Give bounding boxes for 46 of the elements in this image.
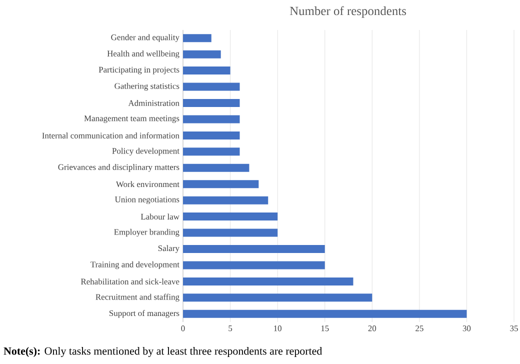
x-tick-label: 35 bbox=[510, 326, 518, 332]
bar bbox=[183, 261, 325, 270]
chart-title: Number of respondents bbox=[290, 6, 406, 18]
y-tick-label: Work environment bbox=[116, 181, 180, 188]
bar bbox=[183, 212, 278, 221]
bar bbox=[183, 34, 212, 42]
y-tick-label: Salary bbox=[158, 245, 180, 253]
y-tick-label: Recruitment and staffing bbox=[96, 294, 180, 302]
x-tick-label: 5 bbox=[228, 326, 232, 332]
x-tick-label: 0 bbox=[181, 326, 185, 332]
x-tick-label: 10 bbox=[274, 326, 282, 332]
y-tick-label: Gender and equality bbox=[111, 34, 180, 42]
bar bbox=[183, 82, 240, 91]
bar bbox=[183, 99, 240, 107]
y-tick-label: Gathering statistics bbox=[114, 82, 180, 91]
bar bbox=[183, 196, 268, 204]
bar bbox=[183, 245, 325, 254]
y-tick-label: Labour law bbox=[140, 214, 180, 220]
y-tick-label: Rehabilitation and sick-leave bbox=[80, 278, 180, 284]
bar bbox=[183, 148, 240, 156]
x-tick-label: 30 bbox=[462, 326, 471, 332]
bar bbox=[183, 294, 372, 302]
y-tick-label: Employer branding bbox=[114, 228, 180, 237]
x-tick-label: 25 bbox=[416, 326, 424, 332]
y-tick-label: Internal communication and information bbox=[42, 132, 180, 138]
bar bbox=[183, 180, 259, 188]
bar bbox=[183, 228, 278, 237]
bar bbox=[183, 277, 354, 286]
bar bbox=[183, 50, 221, 58]
y-tick-label: Policy development bbox=[112, 148, 180, 156]
y-tick-label: Participating in projects bbox=[98, 66, 180, 74]
y-tick-label: Management team meetings bbox=[84, 116, 180, 123]
y-tick-label: Training and development bbox=[90, 261, 180, 270]
bar bbox=[183, 164, 250, 172]
x-tick-label: 15 bbox=[321, 326, 329, 332]
y-tick-label: Health and wellbeing bbox=[107, 50, 180, 58]
bar bbox=[183, 310, 467, 318]
text: Note(s): Only tasks mentioned by at least three respondents are reported bbox=[4, 347, 322, 357]
x-tick-label: 20 bbox=[368, 326, 376, 332]
y-tick-label: Support of managers bbox=[109, 310, 180, 318]
y-tick-label: Administration bbox=[128, 100, 180, 106]
y-tick-label: Grievances and disciplinary matters bbox=[58, 164, 180, 172]
y-tick-label: Union negotiations bbox=[114, 196, 180, 204]
bar bbox=[183, 131, 240, 140]
bar bbox=[183, 66, 230, 75]
bar bbox=[183, 115, 240, 124]
